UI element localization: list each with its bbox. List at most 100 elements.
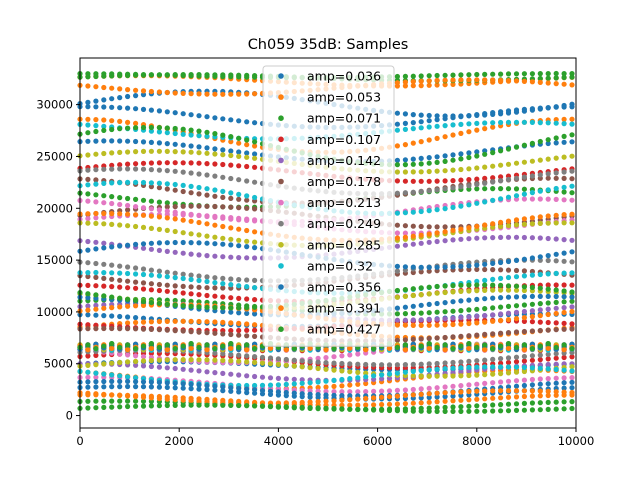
data-point	[402, 317, 408, 323]
data-point	[133, 120, 139, 126]
data-point	[244, 403, 250, 409]
data-point	[386, 371, 393, 377]
data-point	[545, 286, 551, 292]
data-point	[450, 264, 456, 270]
data-point	[204, 292, 210, 299]
data-point	[148, 357, 154, 364]
data-point	[505, 71, 512, 77]
data-point	[236, 215, 242, 221]
data-point	[148, 139, 154, 145]
data-point	[244, 321, 250, 327]
data-point	[172, 385, 178, 391]
data-point	[561, 309, 567, 316]
data-point	[442, 158, 448, 164]
data-point	[513, 383, 520, 389]
data-point	[125, 403, 131, 410]
data-point	[569, 237, 575, 243]
data-point	[394, 287, 400, 294]
data-point	[355, 406, 361, 413]
data-point	[442, 134, 448, 140]
data-point	[228, 139, 234, 145]
data-point	[228, 402, 234, 408]
data-point	[172, 181, 178, 188]
data-point	[85, 270, 91, 276]
data-point	[164, 200, 170, 206]
data-point	[426, 73, 432, 79]
data-point	[220, 384, 226, 390]
data-point	[545, 213, 551, 219]
data-point	[513, 378, 520, 384]
data-point	[85, 307, 91, 313]
data-point	[410, 264, 416, 270]
data-point	[125, 383, 131, 390]
data-point	[196, 128, 202, 134]
data-point	[93, 210, 99, 217]
data-point	[394, 178, 400, 184]
data-point	[450, 346, 456, 352]
data-point	[101, 378, 107, 385]
data-point	[466, 183, 472, 189]
data-point	[188, 127, 194, 133]
x-axis: 0 2000 4000 6000 8000 10000	[76, 428, 594, 448]
data-point	[133, 297, 139, 303]
data-point	[379, 362, 385, 368]
data-point	[482, 396, 488, 402]
data-point	[172, 275, 178, 281]
data-point	[569, 104, 575, 110]
data-point	[418, 161, 424, 167]
data-point	[196, 368, 202, 374]
data-point	[156, 160, 162, 166]
data-point	[450, 383, 456, 389]
data-point	[236, 205, 242, 211]
data-point	[529, 221, 536, 227]
data-point	[204, 253, 210, 259]
data-point	[101, 245, 107, 251]
data-point	[529, 308, 536, 314]
data-point	[474, 358, 480, 364]
data-point	[537, 235, 543, 241]
data-point	[140, 363, 147, 369]
data-point	[363, 380, 369, 387]
data-point	[117, 126, 123, 132]
data-point	[498, 388, 504, 394]
data-point	[434, 408, 440, 414]
data-point	[466, 282, 472, 288]
data-point	[569, 220, 575, 226]
data-point	[117, 180, 123, 186]
data-point	[561, 305, 567, 311]
data-point	[172, 346, 178, 352]
data-point	[466, 154, 472, 161]
data-point	[379, 401, 385, 408]
data-point	[125, 398, 131, 404]
data-point	[188, 341, 194, 347]
data-point	[236, 153, 242, 159]
data-point	[125, 179, 131, 185]
data-point	[291, 363, 297, 369]
data-point	[228, 371, 234, 377]
data-point	[505, 258, 512, 265]
data-point	[323, 378, 329, 384]
data-point	[363, 347, 369, 353]
data-point	[236, 332, 242, 338]
data-point	[402, 83, 408, 89]
data-point	[133, 315, 139, 321]
x-tick-label: 4000	[264, 434, 293, 448]
data-point	[156, 199, 162, 205]
data-point	[101, 214, 107, 220]
data-point	[164, 204, 170, 210]
data-point	[228, 282, 234, 288]
data-point	[172, 402, 178, 408]
data-point	[212, 357, 218, 363]
data-point	[101, 313, 107, 319]
data-point	[117, 378, 123, 384]
data-point	[521, 364, 528, 371]
data-point	[355, 375, 361, 381]
data-point	[466, 150, 472, 156]
data-point	[125, 347, 131, 353]
data-point	[537, 376, 543, 382]
data-point	[482, 357, 488, 363]
data-point	[117, 195, 123, 201]
data-point	[244, 137, 250, 143]
data-point	[442, 373, 448, 379]
data-point	[513, 71, 520, 77]
